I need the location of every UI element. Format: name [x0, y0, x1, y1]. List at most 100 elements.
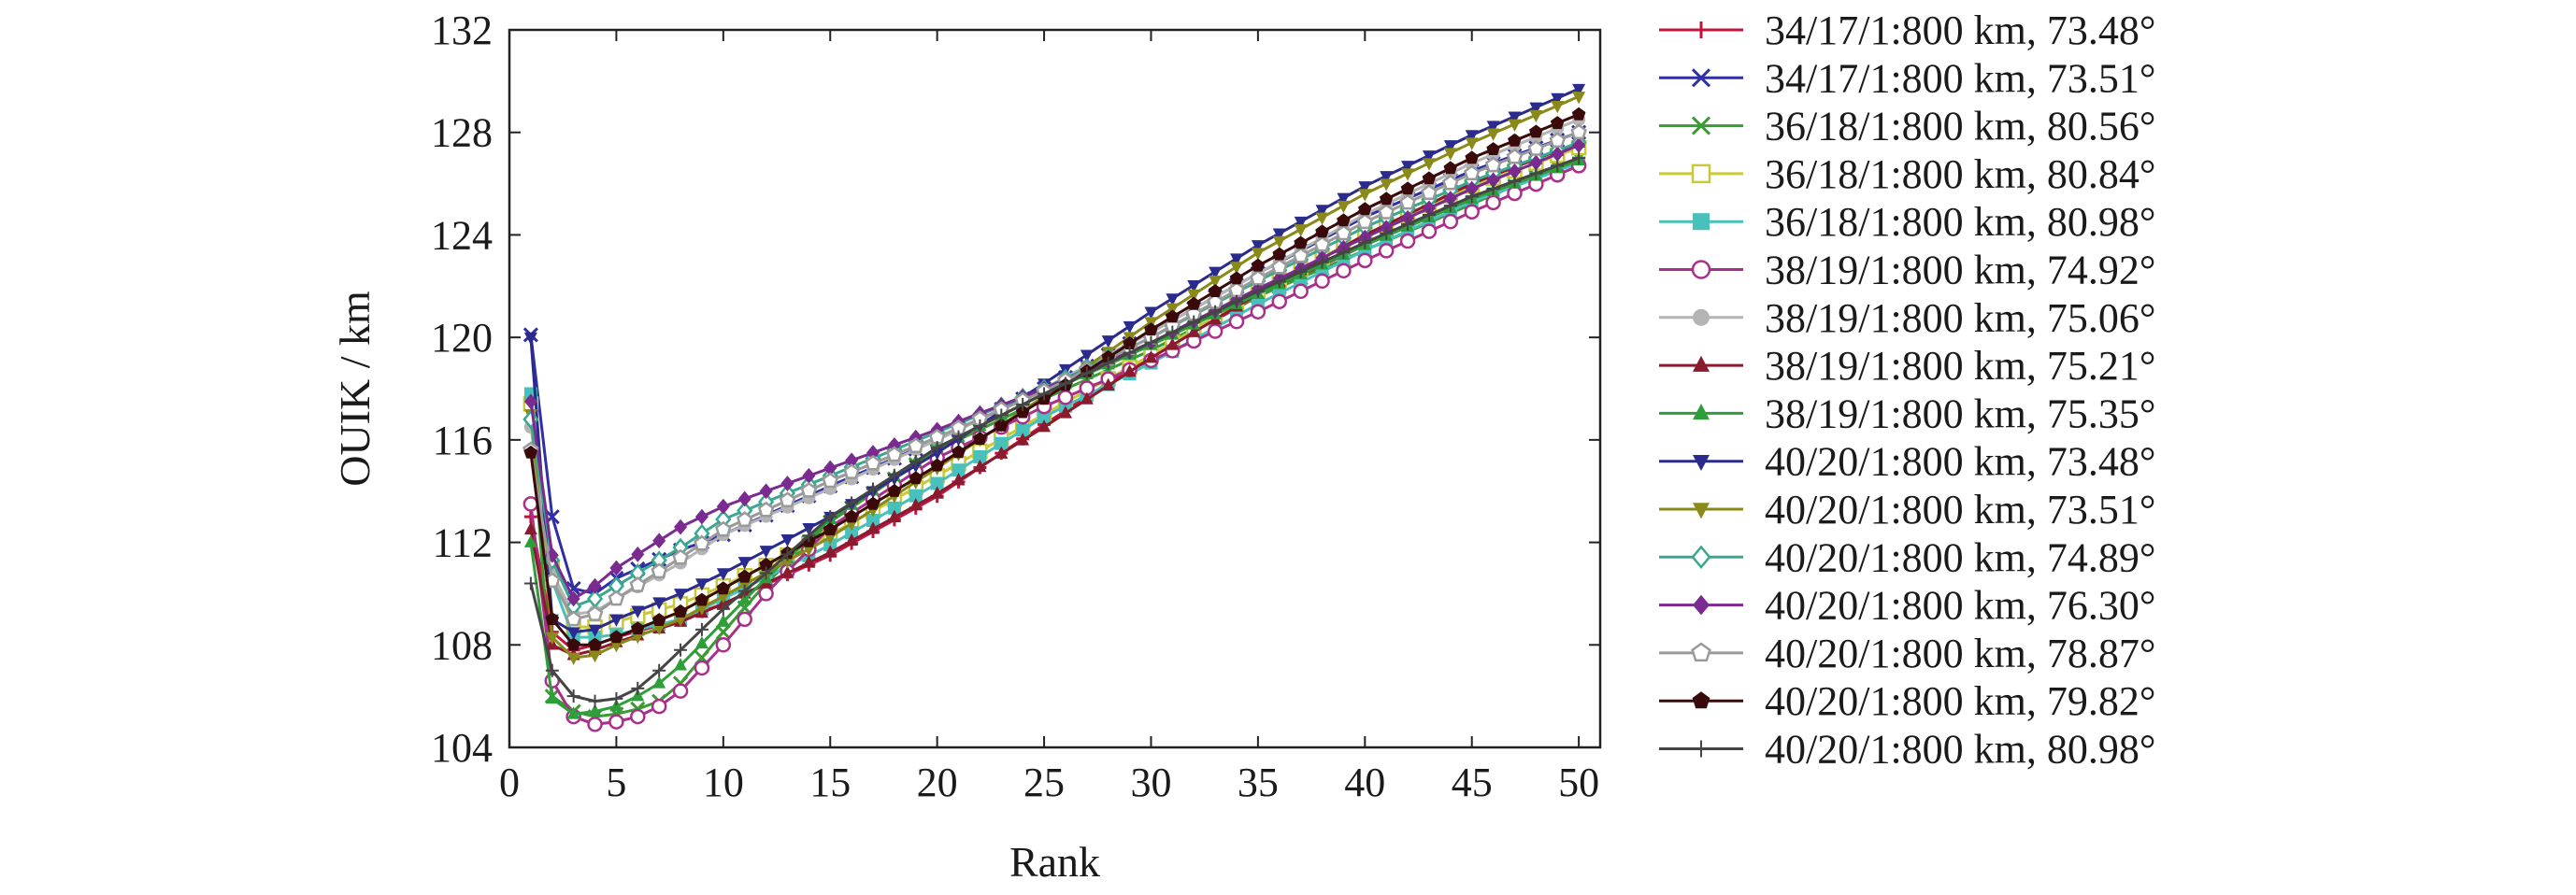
data-point [1313, 235, 1331, 252]
data-point [566, 590, 580, 607]
legend: 34/17/1:800 km, 73.48°34/17/1:800 km, 73… [1659, 7, 2156, 773]
data-point [845, 496, 859, 510]
y-axis-title: OUIK / km [331, 291, 379, 487]
series-line [529, 156, 1580, 718]
data-point [629, 576, 647, 592]
data-point [1229, 271, 1244, 285]
data-point [716, 590, 730, 604]
data-point [1693, 404, 1710, 420]
data-point [1486, 182, 1500, 196]
data-point [523, 576, 537, 590]
data-point [909, 489, 923, 503]
data-point [1187, 289, 1201, 303]
data-point [1572, 83, 1586, 97]
data-point [609, 630, 623, 644]
data-point [759, 566, 773, 580]
data-point [566, 627, 580, 640]
data-point [1144, 335, 1158, 349]
data-point [973, 459, 987, 473]
legend-label: 40/20/1:800 km, 74.89° [1765, 534, 2156, 580]
data-point [1230, 294, 1243, 308]
data-point [545, 632, 559, 646]
data-point [1693, 454, 1710, 472]
data-point [1314, 273, 1330, 290]
data-point [608, 714, 624, 730]
data-point [1358, 235, 1372, 249]
data-point [588, 694, 602, 708]
data-point [1209, 266, 1223, 279]
series-line [529, 159, 1580, 716]
data-point [1272, 247, 1287, 261]
data-point [1485, 194, 1501, 211]
data-point [716, 614, 730, 627]
legend-item: 36/18/1:800 km, 80.84° [1659, 151, 2156, 197]
data-point [1228, 313, 1245, 330]
legend-item: 38/19/1:800 km, 75.06° [1659, 295, 2156, 341]
data-point [565, 610, 582, 627]
data-point [907, 437, 924, 453]
data-point [1443, 148, 1457, 161]
data-point [780, 565, 794, 578]
data-point [674, 643, 688, 657]
data-point [930, 476, 944, 490]
data-point [1294, 264, 1308, 278]
data-point [1230, 253, 1243, 266]
series-line [529, 87, 1580, 634]
data-point [523, 332, 537, 346]
data-point [652, 597, 666, 610]
data-point [694, 635, 708, 649]
data-point [652, 622, 666, 636]
data-point [1080, 349, 1094, 362]
data-point [952, 430, 966, 444]
data-point [843, 463, 860, 479]
data-point [1529, 109, 1543, 123]
data-point [930, 441, 944, 455]
data-point [523, 534, 537, 547]
legend-label: 38/19/1:800 km, 75.21° [1765, 343, 2156, 389]
data-point [1529, 102, 1543, 115]
data-point [1356, 213, 1374, 230]
data-point [866, 513, 880, 527]
data-point [1272, 228, 1286, 241]
legend-item: 40/20/1:800 km, 73.51° [1659, 487, 2156, 533]
data-point [1421, 223, 1438, 239]
x-tick-label: 20 [917, 760, 958, 805]
y-tick-label: 132 [431, 7, 493, 53]
data-point [1443, 161, 1458, 175]
data-point [609, 614, 623, 627]
data-point [566, 706, 580, 719]
data-point [1357, 252, 1373, 269]
legend-label: 36/18/1:800 km, 80.56° [1765, 104, 2156, 149]
data-point [1465, 190, 1479, 204]
data-point [1315, 255, 1329, 269]
data-point [545, 690, 559, 704]
data-point [1692, 691, 1710, 709]
data-point [802, 555, 816, 568]
data-point [823, 538, 837, 552]
data-point [1335, 224, 1352, 241]
data-point [1691, 163, 1711, 184]
data-point [1101, 377, 1115, 391]
data-point [1057, 390, 1074, 405]
data-point [588, 703, 602, 717]
data-point [1358, 181, 1372, 194]
data-point [1442, 174, 1459, 191]
data-point [1038, 387, 1052, 401]
data-point [1358, 202, 1372, 216]
data-point [609, 640, 623, 653]
data-point [1465, 130, 1479, 143]
series-13 [523, 137, 1586, 607]
data-point [586, 605, 604, 621]
data-point [588, 650, 602, 663]
data-point [1691, 116, 1711, 135]
data-point [1058, 405, 1072, 419]
data-point [1422, 158, 1436, 171]
data-point [1123, 320, 1137, 334]
legend-label: 34/17/1:800 km, 73.48° [1765, 7, 2156, 53]
data-point [844, 509, 859, 523]
data-point [1506, 148, 1524, 164]
data-point [1486, 128, 1500, 141]
data-point [1166, 309, 1180, 323]
legend-label: 40/20/1:800 km, 78.87° [1765, 631, 2156, 676]
